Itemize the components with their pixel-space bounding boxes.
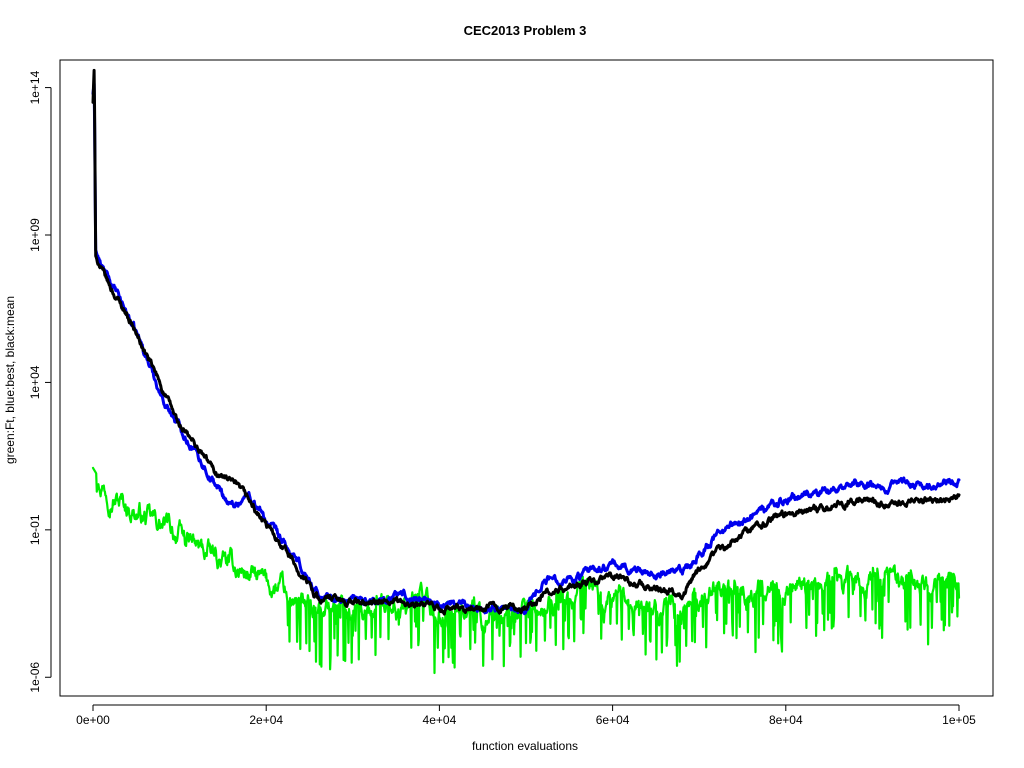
x-tick-label: 8e+04 bbox=[769, 713, 803, 727]
series-best-line bbox=[91, 82, 961, 616]
series-layer bbox=[91, 68, 961, 675]
y-tick-label: 1e+04 bbox=[28, 365, 42, 399]
y-axis-label: green:Ft, blue:best, black:mean bbox=[3, 296, 17, 464]
x-axis: 0e+00 2e+04 4e+04 6e+04 8e+04 1e+05 bbox=[76, 704, 976, 727]
x-tick-label: 6e+04 bbox=[596, 713, 630, 727]
y-tick-label: 1e+09 bbox=[28, 218, 42, 252]
x-tick-label: 2e+04 bbox=[249, 713, 283, 727]
chart-title: CEC2013 Problem 3 bbox=[464, 23, 587, 38]
y-tick-label: 1e-01 bbox=[28, 514, 42, 545]
x-tick-label: 4e+04 bbox=[423, 713, 457, 727]
series-ft-line bbox=[91, 466, 961, 675]
x-tick-label: 0e+00 bbox=[76, 713, 110, 727]
y-tick-label: 1e-06 bbox=[28, 662, 42, 693]
series-mean-line bbox=[91, 68, 961, 616]
x-tick-label: 1e+05 bbox=[942, 713, 976, 727]
y-tick-label: 1e+14 bbox=[28, 70, 42, 104]
y-axis: 1e-06 1e-01 1e+04 1e+09 1e+14 bbox=[28, 70, 52, 693]
plot-frame bbox=[59, 59, 994, 697]
x-axis-label: function evaluations bbox=[472, 739, 578, 753]
